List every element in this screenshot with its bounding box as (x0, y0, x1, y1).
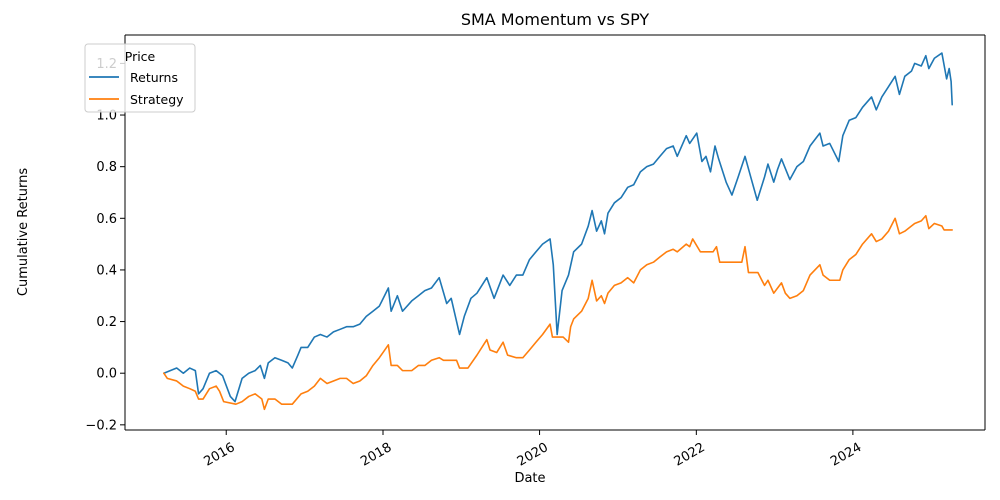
y-tick-label: 0.2 (96, 315, 117, 330)
y-tick-label: 0.8 (96, 160, 117, 175)
y-axis-label: Cumulative Returns (16, 168, 31, 296)
y-tick-label: 0.6 (96, 212, 117, 227)
legend-title: Price (125, 49, 156, 64)
legend-box (84, 43, 196, 113)
y-tick-label: −0.2 (85, 418, 117, 433)
x-axis-label: Date (514, 471, 545, 486)
legend-label-strategy: Strategy (130, 92, 184, 107)
y-tick-label: 0.0 (96, 367, 117, 382)
series-line-strategy (163, 214, 953, 411)
legend-label-returns: Returns (130, 70, 178, 85)
series-layer (163, 52, 953, 411)
y-tick-label: 0.4 (96, 263, 117, 278)
legend: Price Returns Strategy (84, 43, 196, 113)
chart-title: SMA Momentum vs SPY (461, 10, 650, 29)
series-line-returns (163, 52, 953, 403)
